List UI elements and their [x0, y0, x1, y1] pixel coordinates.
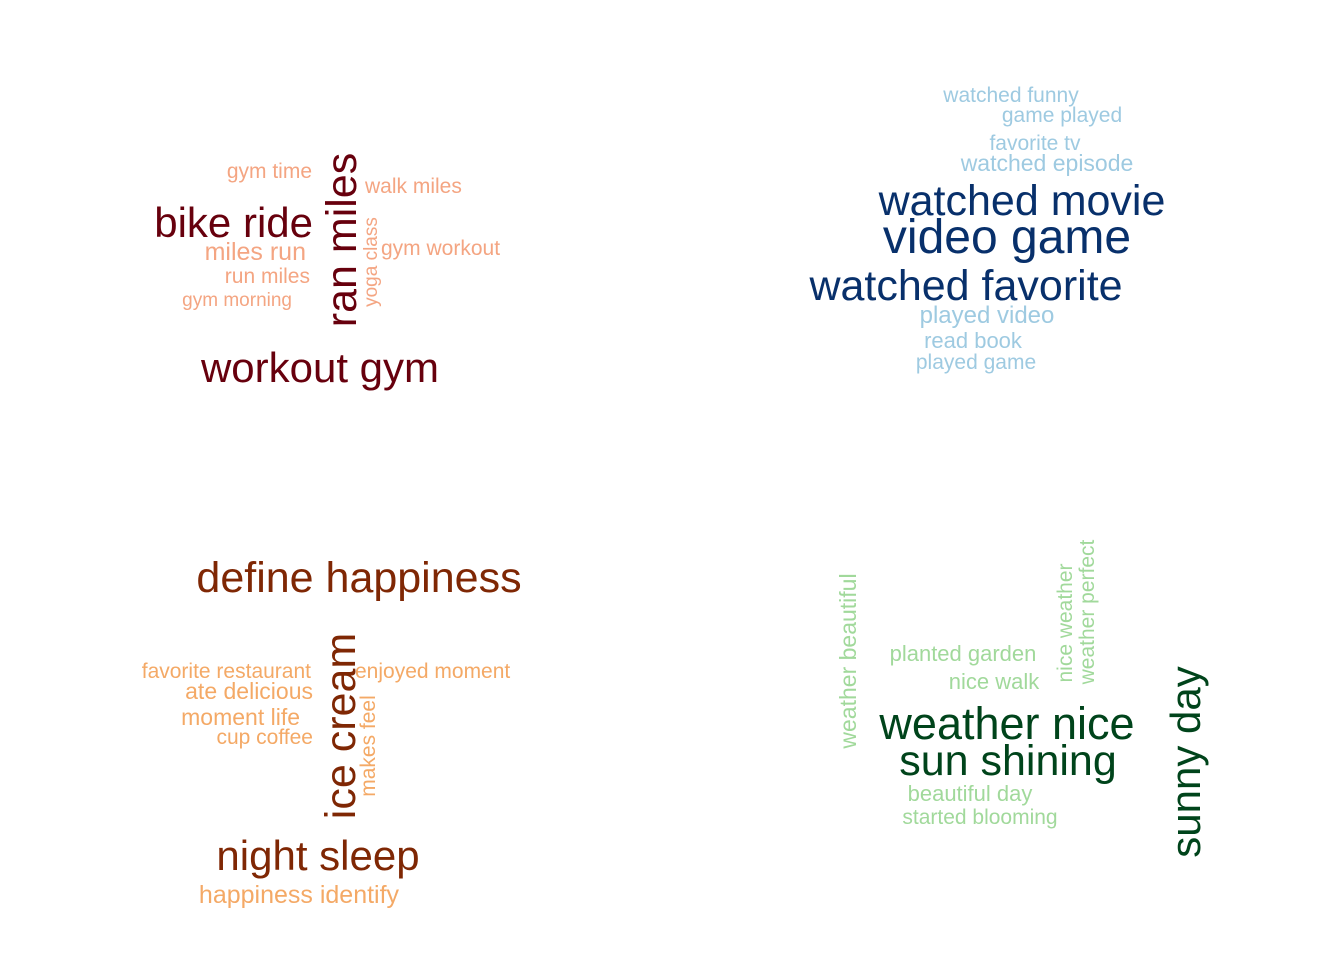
word: watched favorite: [808, 262, 1122, 310]
word-cloud-3: define happiness favorite restaurant enj…: [0, 480, 672, 960]
word: define happiness: [196, 554, 521, 602]
word: beautiful day: [908, 781, 1033, 806]
word: favorite restaurant: [142, 660, 311, 683]
word-cloud-1: gym time walk miles bike ride miles run …: [0, 0, 672, 480]
word: watched episode: [960, 150, 1134, 176]
word: sunny day: [1162, 666, 1209, 857]
word: started blooming: [902, 806, 1057, 829]
word: walk miles: [364, 175, 462, 198]
word: played video: [920, 302, 1055, 329]
word: gym workout: [381, 237, 500, 260]
word: enjoyed moment: [355, 660, 510, 683]
word: watched movie: [878, 177, 1166, 225]
word: game played: [1002, 104, 1122, 127]
word: weather nice: [878, 698, 1134, 749]
word-cloud-4: weather beautiful planted garden nice we…: [672, 480, 1344, 960]
word: planted garden: [890, 641, 1037, 666]
word: played game: [916, 351, 1036, 374]
word: night sleep: [216, 832, 419, 879]
word: gym time: [227, 160, 312, 183]
word: video game: [883, 211, 1131, 264]
word: ate delicious: [185, 678, 313, 704]
word: nice weather: [1054, 563, 1077, 682]
word-cloud-2: watched funny game played favorite tv wa…: [672, 0, 1344, 480]
word: weather perfect: [1076, 539, 1099, 685]
word: workout gym: [200, 344, 439, 391]
word: read book: [924, 328, 1023, 353]
word: cup coffee: [216, 726, 313, 749]
word: makes feel: [357, 695, 380, 797]
word: ice cream: [317, 633, 365, 819]
word: happiness identify: [199, 881, 400, 909]
word: run miles: [225, 265, 310, 288]
word: favorite tv: [989, 132, 1081, 155]
word: nice walk: [949, 669, 1040, 694]
word: bike ride: [154, 199, 313, 246]
word: gym morning: [182, 290, 292, 311]
word: moment life: [181, 704, 300, 730]
word: weather beautiful: [835, 573, 861, 749]
word: ran miles: [318, 153, 366, 327]
word: sun shining: [899, 737, 1117, 785]
word: watched funny: [942, 84, 1079, 107]
word: yoga class: [361, 217, 382, 307]
word: miles run: [205, 238, 306, 266]
